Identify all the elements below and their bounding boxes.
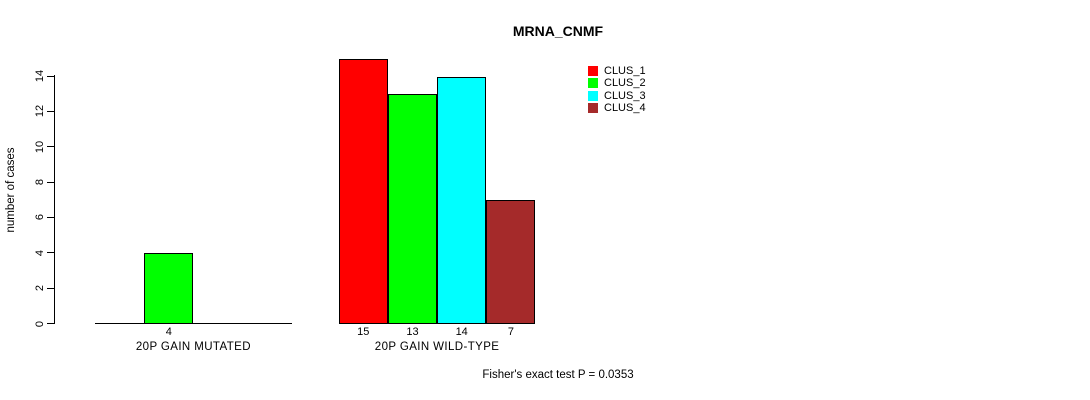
bar-value-label: 14 bbox=[455, 326, 468, 338]
legend-swatch-CLUS_4 bbox=[588, 102, 598, 113]
y-axis-tick-label: 14 bbox=[34, 69, 46, 83]
legend-label: CLUS_4 bbox=[604, 101, 646, 114]
legend-label: CLUS_1 bbox=[604, 65, 646, 77]
y-axis-tick bbox=[47, 216, 55, 218]
bar-value-label: 7 bbox=[507, 326, 514, 338]
y-axis-tick bbox=[47, 323, 55, 324]
y-axis-tick bbox=[47, 75, 55, 77]
y-axis-tick-label: 0 bbox=[34, 320, 46, 327]
legend-swatch-CLUS_1 bbox=[588, 66, 598, 76]
y-axis-tick-label: 10 bbox=[34, 140, 46, 153]
bar-CLUS_4 bbox=[486, 200, 536, 324]
bar-value-label: 4 bbox=[165, 326, 172, 338]
chart-title: MRNA_CNMF bbox=[512, 23, 604, 39]
legend-label: CLUS_3 bbox=[604, 89, 646, 102]
legend-label: CLUS_2 bbox=[604, 77, 646, 90]
y-axis-tick-label: 8 bbox=[34, 179, 46, 186]
legend-item: CLUS_4 bbox=[588, 102, 646, 114]
bar-CLUS_1 bbox=[338, 58, 388, 324]
y-axis-tick bbox=[47, 252, 55, 254]
y-axis-tick bbox=[47, 287, 55, 289]
y-axis-tick bbox=[47, 146, 55, 148]
legend-item: CLUS_2 bbox=[588, 77, 646, 89]
legend-item: CLUS_3 bbox=[588, 90, 646, 102]
y-axis-line bbox=[54, 75, 55, 324]
bar-CLUS_2 bbox=[387, 94, 438, 324]
group-baseline bbox=[95, 323, 292, 324]
bar-value-label: 15 bbox=[357, 326, 370, 338]
group-label: 20P GAIN WILD-TYPE bbox=[374, 341, 500, 353]
footnote: Fisher's exact test P = 0.0353 bbox=[482, 369, 634, 381]
legend-swatch-CLUS_3 bbox=[588, 90, 598, 101]
legend-swatch-CLUS_2 bbox=[588, 78, 598, 89]
y-axis-tick bbox=[47, 181, 55, 183]
bar-CLUS_2 bbox=[144, 253, 194, 324]
y-axis-tick-label: 4 bbox=[34, 249, 46, 256]
bar-value-label: 13 bbox=[406, 326, 419, 338]
y-axis-tick-label: 6 bbox=[34, 214, 46, 221]
group-baseline bbox=[338, 323, 536, 324]
group-label: 20P GAIN MUTATED bbox=[135, 341, 251, 353]
y-axis-title: number of cases bbox=[5, 147, 17, 233]
bar-CLUS_3 bbox=[437, 76, 487, 324]
legend-item: CLUS_1 bbox=[588, 65, 646, 77]
y-axis-tick-label: 12 bbox=[34, 105, 46, 118]
y-axis-tick bbox=[47, 110, 55, 112]
y-axis-tick-label: 2 bbox=[34, 285, 46, 292]
